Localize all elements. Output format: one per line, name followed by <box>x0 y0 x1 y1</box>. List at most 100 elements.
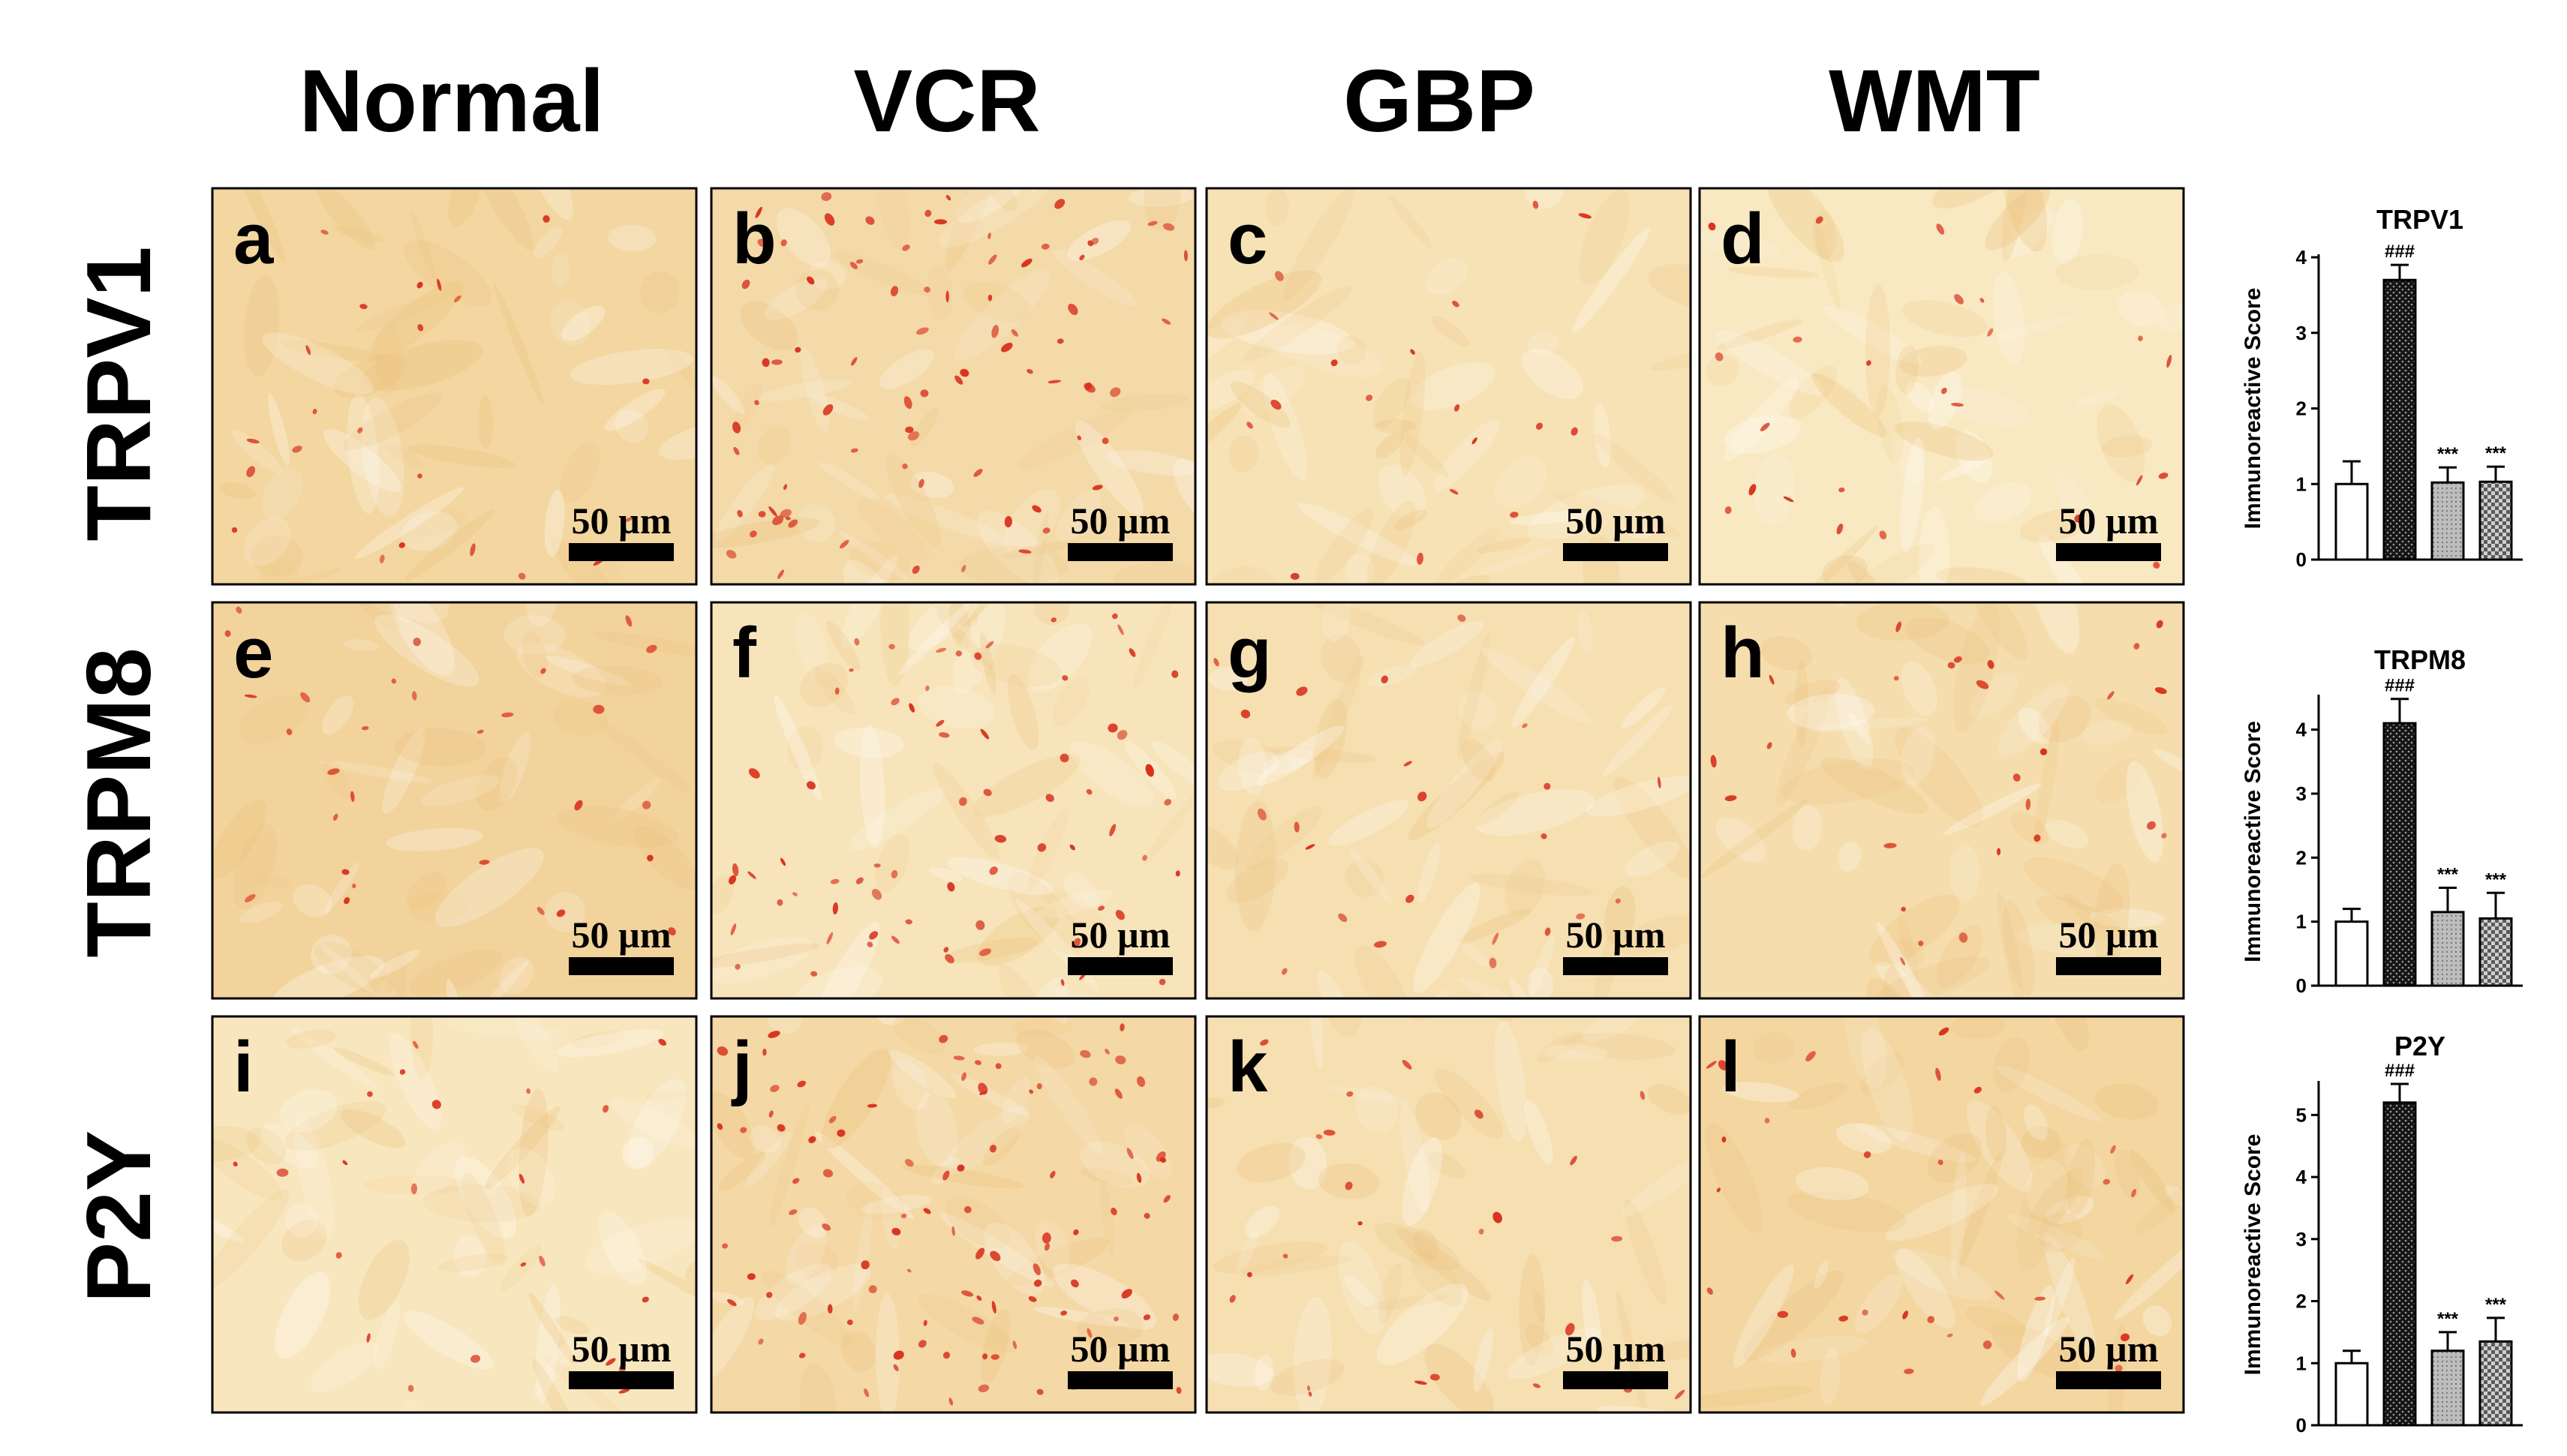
stained-cell <box>925 685 930 692</box>
panel-border <box>1698 601 2185 1000</box>
stained-cell <box>891 698 900 706</box>
stained-cell <box>367 1091 373 1097</box>
stained-cell <box>772 515 784 526</box>
stained-cell <box>1790 1348 1796 1358</box>
chart-title: TRPM8 <box>2374 644 2466 675</box>
stained-cell <box>1045 1243 1051 1251</box>
scale-bar <box>1068 543 1173 561</box>
stained-cell <box>2033 834 2041 842</box>
stained-cell <box>1136 1076 1146 1087</box>
stained-cell <box>1976 680 1989 689</box>
y-tick-label: 1 <box>2296 473 2307 495</box>
stained-cell <box>740 1127 747 1133</box>
stained-cell <box>947 882 955 892</box>
stained-cell <box>754 400 759 406</box>
stained-cell <box>861 1260 870 1270</box>
stained-cell <box>1032 505 1042 513</box>
stained-cell <box>1020 258 1033 268</box>
stained-cell <box>642 378 650 385</box>
stained-cell <box>891 1227 901 1235</box>
stained-cell <box>1042 1232 1051 1244</box>
stained-cell <box>976 1295 982 1301</box>
stained-cell <box>1904 1368 1914 1374</box>
stained-cell <box>741 279 750 290</box>
micrograph-background <box>1207 1016 1691 1412</box>
stained-cell <box>1893 676 1899 681</box>
stained-cell <box>1037 843 1047 852</box>
scale-bar-label: 50 µm <box>572 1328 672 1370</box>
chart-trpm8: TRPM8 Immunoreactive Score 0 1 2 3 4 ### *** *** <box>2241 644 2523 997</box>
stained-cell <box>1323 1129 1336 1136</box>
micrograph-background <box>711 188 1195 584</box>
stained-cell <box>924 286 930 293</box>
stained-cell <box>840 539 849 549</box>
stained-cell <box>792 892 798 896</box>
scale-bar-label: 50 µm <box>1566 1328 1666 1370</box>
stained-cell <box>936 719 945 727</box>
stained-cell <box>1171 670 1179 678</box>
stained-cell <box>807 276 815 285</box>
stained-cell <box>762 1048 767 1056</box>
stained-cell <box>854 638 860 646</box>
stained-cell <box>1414 1380 1427 1385</box>
stained-cell <box>624 517 633 522</box>
stained-cell <box>933 219 948 225</box>
stained-cell <box>1937 1159 1943 1166</box>
stained-cell <box>1290 572 1300 580</box>
stained-cell <box>864 1388 870 1397</box>
stained-cell <box>777 1124 786 1132</box>
scale-bar-label: 50 µm <box>1566 914 1666 956</box>
stained-cell <box>867 941 873 947</box>
stained-cell <box>732 863 739 877</box>
stained-cell <box>1410 349 1415 355</box>
panel-border <box>1205 187 1692 586</box>
stained-cell <box>953 1055 965 1061</box>
stained-cell <box>1246 422 1253 429</box>
chart-trpv1: TRPV1 Immunoreactive Score 0 1 2 3 4 ### *** *** <box>2241 204 2523 571</box>
stained-cell <box>758 1338 764 1345</box>
stained-cell <box>909 703 915 713</box>
stained-cell <box>988 254 997 265</box>
stained-cell <box>902 463 908 470</box>
stained-cell <box>1129 648 1136 657</box>
stained-cell <box>1862 1309 1868 1316</box>
stained-cell <box>755 206 762 218</box>
stained-cell <box>1057 338 1064 344</box>
stained-cell <box>1306 1385 1311 1391</box>
y-tick-label: 3 <box>2296 322 2307 344</box>
stained-cell <box>792 1178 800 1184</box>
stained-cell <box>1640 1091 1646 1100</box>
stained-cell <box>1117 624 1124 635</box>
stained-cell <box>366 1333 371 1343</box>
tissue-texture <box>711 1016 1182 1412</box>
stained-cell <box>904 1158 914 1167</box>
stained-cell <box>975 920 985 930</box>
stained-cell <box>519 1173 525 1184</box>
stained-cell <box>777 569 785 579</box>
stained-cell <box>413 1040 419 1049</box>
stained-cell <box>352 883 356 889</box>
stained-cell <box>1935 1067 1941 1081</box>
stained-cell <box>1087 240 1094 247</box>
stained-cell <box>762 358 770 368</box>
chart-p2y: P2Y Immunoreactive Score 0 1 2 3 4 5 ### *** *** <box>2241 1031 2523 1436</box>
stained-cell <box>1793 336 1802 343</box>
stained-cell <box>2103 1178 2111 1185</box>
stained-cell <box>2131 1189 2137 1198</box>
stained-cell <box>1578 213 1592 219</box>
stained-cell <box>869 931 879 940</box>
stained-cell <box>1308 1391 1312 1397</box>
stained-cell <box>320 230 329 235</box>
stained-cell <box>768 506 777 517</box>
stained-cell <box>1068 303 1078 315</box>
stained-cell <box>771 359 783 365</box>
stained-cell <box>399 1069 406 1075</box>
stained-cell <box>1706 1287 1713 1295</box>
stained-cell <box>936 647 947 653</box>
stained-cell <box>2074 514 2083 523</box>
panel-letter: j <box>731 1027 753 1107</box>
stained-cell <box>1073 1229 1079 1235</box>
stained-cell <box>1247 1271 1252 1277</box>
stained-cell <box>1338 913 1348 923</box>
stained-cell <box>350 791 355 803</box>
